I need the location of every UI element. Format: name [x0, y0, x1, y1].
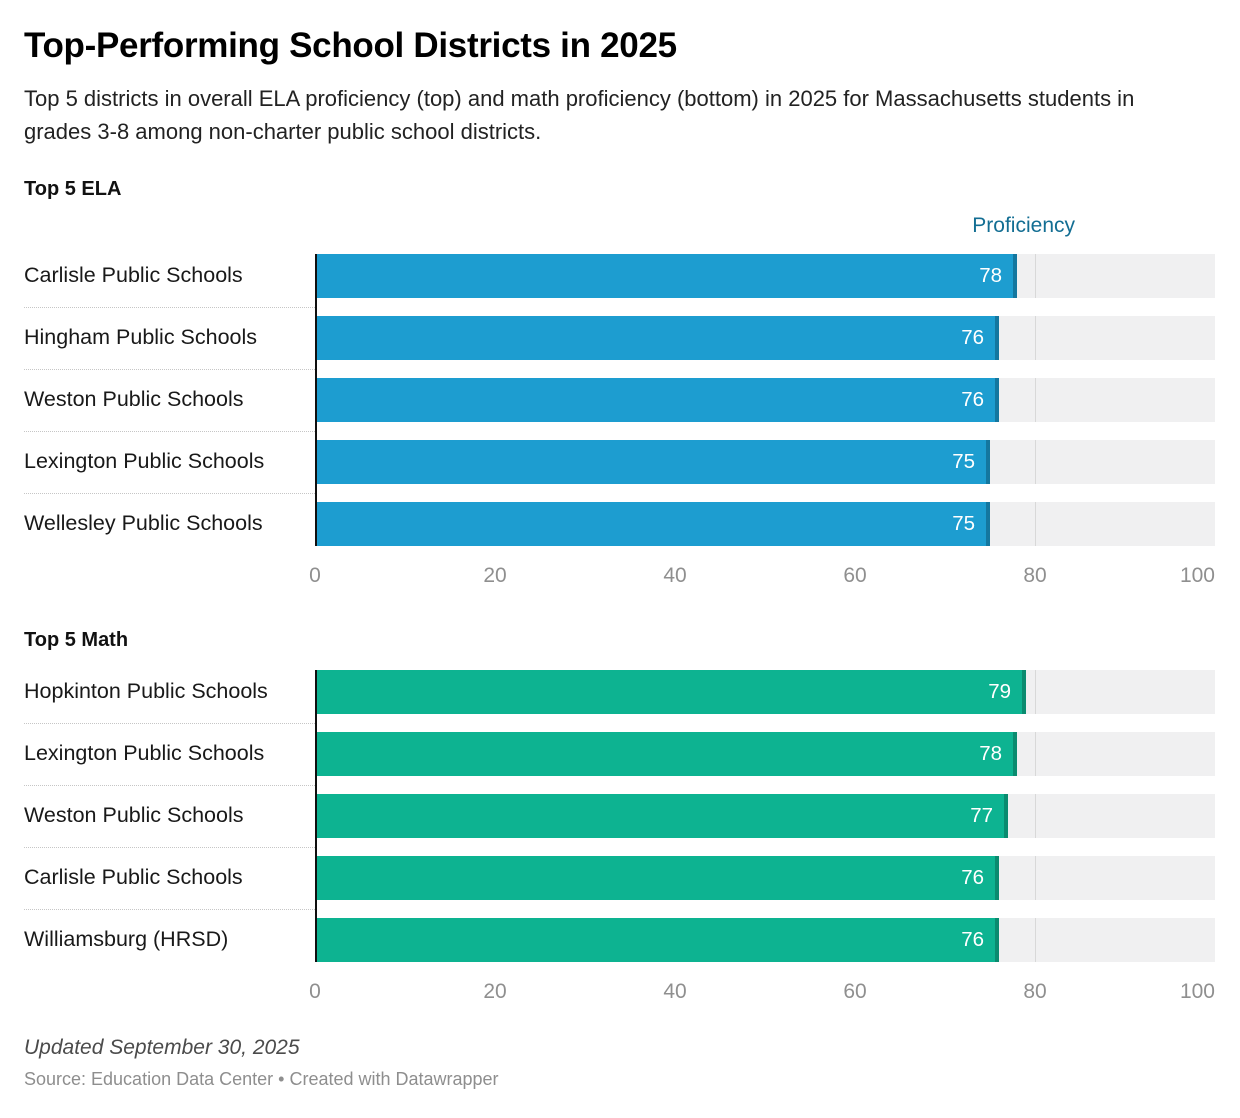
- bar-track: 76: [315, 856, 1215, 900]
- bar-value-label: 76: [961, 866, 984, 889]
- row-label: Wellesley Public Schools: [24, 511, 263, 536]
- bar-end-cap: [986, 440, 990, 484]
- source-line: Source: Education Data Center • Created …: [24, 1069, 499, 1089]
- bar-track: 76: [315, 918, 1215, 962]
- bar: 75: [315, 502, 990, 546]
- section-title-ela: Top 5 ELA: [24, 178, 122, 200]
- gridline: [1035, 856, 1036, 900]
- section-title-math: Top 5 Math: [24, 629, 129, 651]
- gridline: [1035, 440, 1036, 484]
- table-row: Weston Public Schools 77: [24, 785, 1215, 848]
- bar-end-cap: [1013, 254, 1017, 298]
- row-label: Weston Public Schools: [24, 387, 244, 412]
- table-row: Williamsburg (HRSD) 76: [24, 909, 1215, 971]
- x-axis-tick: 100: [1179, 564, 1215, 587]
- gridline: [1035, 794, 1036, 838]
- bar-value-label: 76: [961, 928, 984, 951]
- x-axis-tick: 80: [1023, 564, 1047, 587]
- x-axis-tick: 60: [843, 980, 867, 1003]
- row-label: Carlisle Public Schools: [24, 865, 243, 890]
- bar: 77: [315, 794, 1008, 838]
- gridline: [1035, 732, 1036, 776]
- x-axis-tick: 40: [663, 980, 687, 1003]
- bar: 78: [315, 732, 1017, 776]
- bar-track: 75: [315, 440, 1215, 484]
- gridline: [1035, 316, 1036, 360]
- bar-value-label: 76: [961, 326, 984, 349]
- gridline: [1035, 918, 1036, 962]
- table-row: Weston Public Schools 76: [24, 369, 1215, 432]
- column-header-proficiency: Proficiency: [972, 214, 1075, 237]
- table-row: Hopkinton Public Schools 79: [24, 661, 1215, 724]
- bar-track: 76: [315, 316, 1215, 360]
- ela-x-axis: 0 20 40 60 80 100: [309, 555, 1215, 593]
- x-axis-tick: 20: [483, 564, 507, 587]
- gridline: [1035, 254, 1036, 298]
- chart-ela: Top 5 ELA Proficiency Carlisle Public Sc…: [24, 178, 1215, 593]
- table-row: Wellesley Public Schools 75: [24, 493, 1215, 555]
- table-row: Carlisle Public Schools 76: [24, 847, 1215, 910]
- bar-value-label: 76: [961, 388, 984, 411]
- bar-end-cap: [1022, 670, 1026, 714]
- x-axis-tick: 100: [1179, 980, 1215, 1003]
- bar-track: 78: [315, 732, 1215, 776]
- bar: 79: [315, 670, 1026, 714]
- bar-end-cap: [995, 316, 999, 360]
- row-label: Lexington Public Schools: [24, 741, 265, 766]
- x-axis-tick: 80: [1023, 980, 1047, 1003]
- row-label: Hingham Public Schools: [24, 325, 258, 350]
- row-label: Lexington Public Schools: [24, 449, 265, 474]
- bar: 78: [315, 254, 1017, 298]
- row-label: Carlisle Public Schools: [24, 263, 243, 288]
- x-axis-tick: 0: [309, 564, 321, 587]
- x-axis-tick: 60: [843, 564, 867, 587]
- bar-end-cap: [995, 856, 999, 900]
- bar-end-cap: [1013, 732, 1017, 776]
- bar-end-cap: [1004, 794, 1008, 838]
- chart-math: Top 5 Math Hopkinton Public Schools 79 Lex…: [24, 629, 1215, 1009]
- table-row: Hingham Public Schools 76: [24, 307, 1215, 370]
- bar-track: 75: [315, 502, 1215, 546]
- bar-track: 77: [315, 794, 1215, 838]
- bar-end-cap: [995, 378, 999, 422]
- gridline: [1035, 378, 1036, 422]
- table-row: Carlisle Public Schools 78: [24, 245, 1215, 308]
- bar-track: 76: [315, 378, 1215, 422]
- bar-track: 78: [315, 254, 1215, 298]
- bar-value-label: 75: [952, 512, 975, 535]
- row-label: Hopkinton Public Schools: [24, 679, 268, 704]
- bar: 76: [315, 856, 999, 900]
- bar: 76: [315, 378, 999, 422]
- x-axis-tick: 40: [663, 564, 687, 587]
- page-title: Top-Performing School Districts in 2025: [24, 26, 677, 65]
- bar-end-cap: [995, 918, 999, 962]
- chart-description: Top 5 districts in overall ELA proficien…: [24, 86, 1135, 144]
- bar: 76: [315, 316, 999, 360]
- bar-value-label: 77: [970, 804, 993, 827]
- bar-end-cap: [986, 502, 990, 546]
- gridline: [1035, 502, 1036, 546]
- updated-note: Updated September 30, 2025: [24, 1036, 300, 1059]
- table-row: Lexington Public Schools 75: [24, 431, 1215, 494]
- bar-value-label: 75: [952, 450, 975, 473]
- bar-track: 79: [315, 670, 1215, 714]
- row-label: Weston Public Schools: [24, 803, 244, 828]
- bar-value-label: 79: [988, 680, 1011, 703]
- math-x-axis: 0 20 40 60 80 100: [309, 971, 1215, 1009]
- math-bar-rows: Hopkinton Public Schools 79 Lexington Publ…: [24, 661, 1215, 971]
- bar-value-label: 78: [979, 264, 1002, 287]
- x-axis-tick: 0: [309, 980, 321, 1003]
- x-axis-tick: 20: [483, 980, 507, 1003]
- gridline: [1035, 670, 1036, 714]
- ela-bar-rows: Carlisle Public Schools 78 Hingham Public …: [24, 245, 1215, 555]
- bar: 75: [315, 440, 990, 484]
- row-label: Williamsburg (HRSD): [24, 927, 229, 952]
- table-row: Lexington Public Schools 78: [24, 723, 1215, 786]
- column-header-row: Proficiency: [24, 201, 1215, 245]
- bar-value-label: 78: [979, 742, 1002, 765]
- bar: 76: [315, 918, 999, 962]
- page: Top-Performing School Districts in 2025 …: [24, 26, 1215, 1089]
